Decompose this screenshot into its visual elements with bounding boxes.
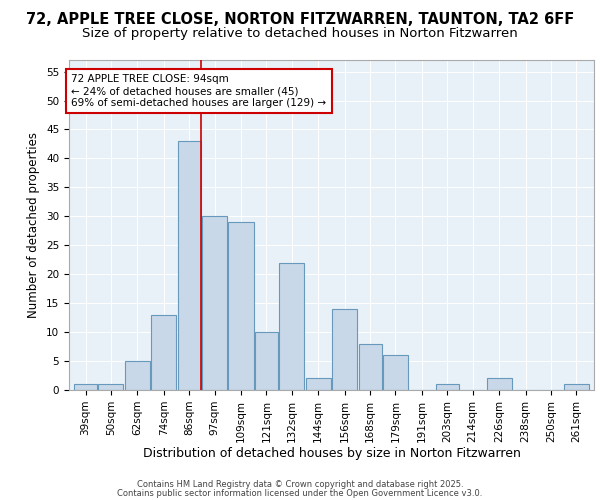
Text: 72, APPLE TREE CLOSE, NORTON FITZWARREN, TAUNTON, TA2 6FF: 72, APPLE TREE CLOSE, NORTON FITZWARREN,… [26,12,574,28]
Bar [74,384,97,390]
Text: 72 APPLE TREE CLOSE: 94sqm
← 24% of detached houses are smaller (45)
69% of semi: 72 APPLE TREE CLOSE: 94sqm ← 24% of deta… [71,74,326,108]
Bar [305,378,331,390]
Bar [125,361,150,390]
X-axis label: Distribution of detached houses by size in Norton Fitzwarren: Distribution of detached houses by size … [143,448,520,460]
Text: Size of property relative to detached houses in Norton Fitzwarren: Size of property relative to detached ho… [82,28,518,40]
Bar [487,378,512,390]
Bar [98,384,124,390]
Bar [229,222,254,390]
Bar [436,384,459,390]
Bar [202,216,227,390]
Y-axis label: Number of detached properties: Number of detached properties [28,132,40,318]
Bar [564,384,589,390]
Bar [151,314,176,390]
Bar [359,344,382,390]
Bar [383,356,408,390]
Bar [279,262,304,390]
Text: Contains public sector information licensed under the Open Government Licence v3: Contains public sector information licen… [118,489,482,498]
Bar [255,332,278,390]
Bar [332,309,358,390]
Text: Contains HM Land Registry data © Crown copyright and database right 2025.: Contains HM Land Registry data © Crown c… [137,480,463,489]
Bar [178,141,201,390]
